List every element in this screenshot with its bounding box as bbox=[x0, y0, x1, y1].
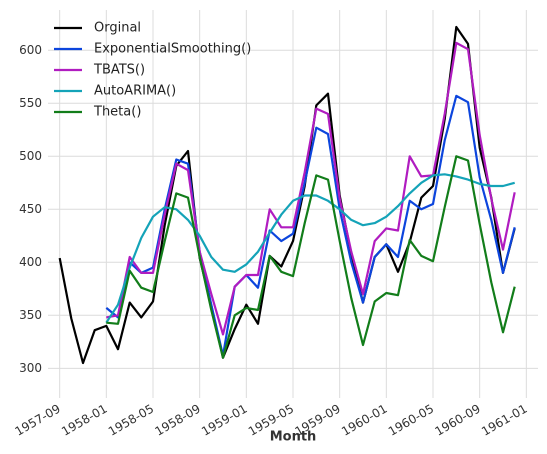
series-line bbox=[106, 155, 516, 359]
y-tick-label: 400 bbox=[19, 255, 42, 269]
legend-label: ExponentialSmoothing() bbox=[94, 42, 251, 57]
legend-label: TBATS() bbox=[93, 63, 145, 78]
y-tick-label: 500 bbox=[19, 149, 42, 163]
x-tick-label: 1960-01 bbox=[339, 402, 389, 439]
x-tick-label: 1960-05 bbox=[386, 402, 436, 439]
x-tick-label: 1959-01 bbox=[199, 402, 249, 439]
y-tick-label: 600 bbox=[19, 43, 42, 57]
y-tick-label: 350 bbox=[19, 308, 42, 322]
legend-label: AutoARIMA() bbox=[94, 84, 176, 99]
x-axis-label: Month bbox=[270, 430, 317, 445]
x-tick-label: 1961-01 bbox=[479, 402, 529, 439]
legend-label: Orginal bbox=[94, 21, 141, 36]
x-tick-label: 1959-09 bbox=[292, 402, 342, 439]
x-tick-label: 1958-09 bbox=[152, 402, 202, 439]
y-tick-label: 300 bbox=[19, 361, 42, 375]
legend: Orginal ExponentialSmoothing() TBATS() Auto… bbox=[54, 21, 251, 120]
legend-label: Theta() bbox=[93, 105, 141, 120]
series-line bbox=[58, 25, 516, 365]
x-tick-label: 1958-05 bbox=[106, 402, 156, 439]
y-tick-label: 550 bbox=[19, 96, 42, 110]
y-tick-label: 450 bbox=[19, 202, 42, 216]
series-line bbox=[106, 41, 516, 336]
x-tick-label: 1960-09 bbox=[432, 402, 482, 439]
x-tick-label: 1958-01 bbox=[59, 402, 109, 439]
x-tick-label: 1957-09 bbox=[12, 402, 62, 439]
